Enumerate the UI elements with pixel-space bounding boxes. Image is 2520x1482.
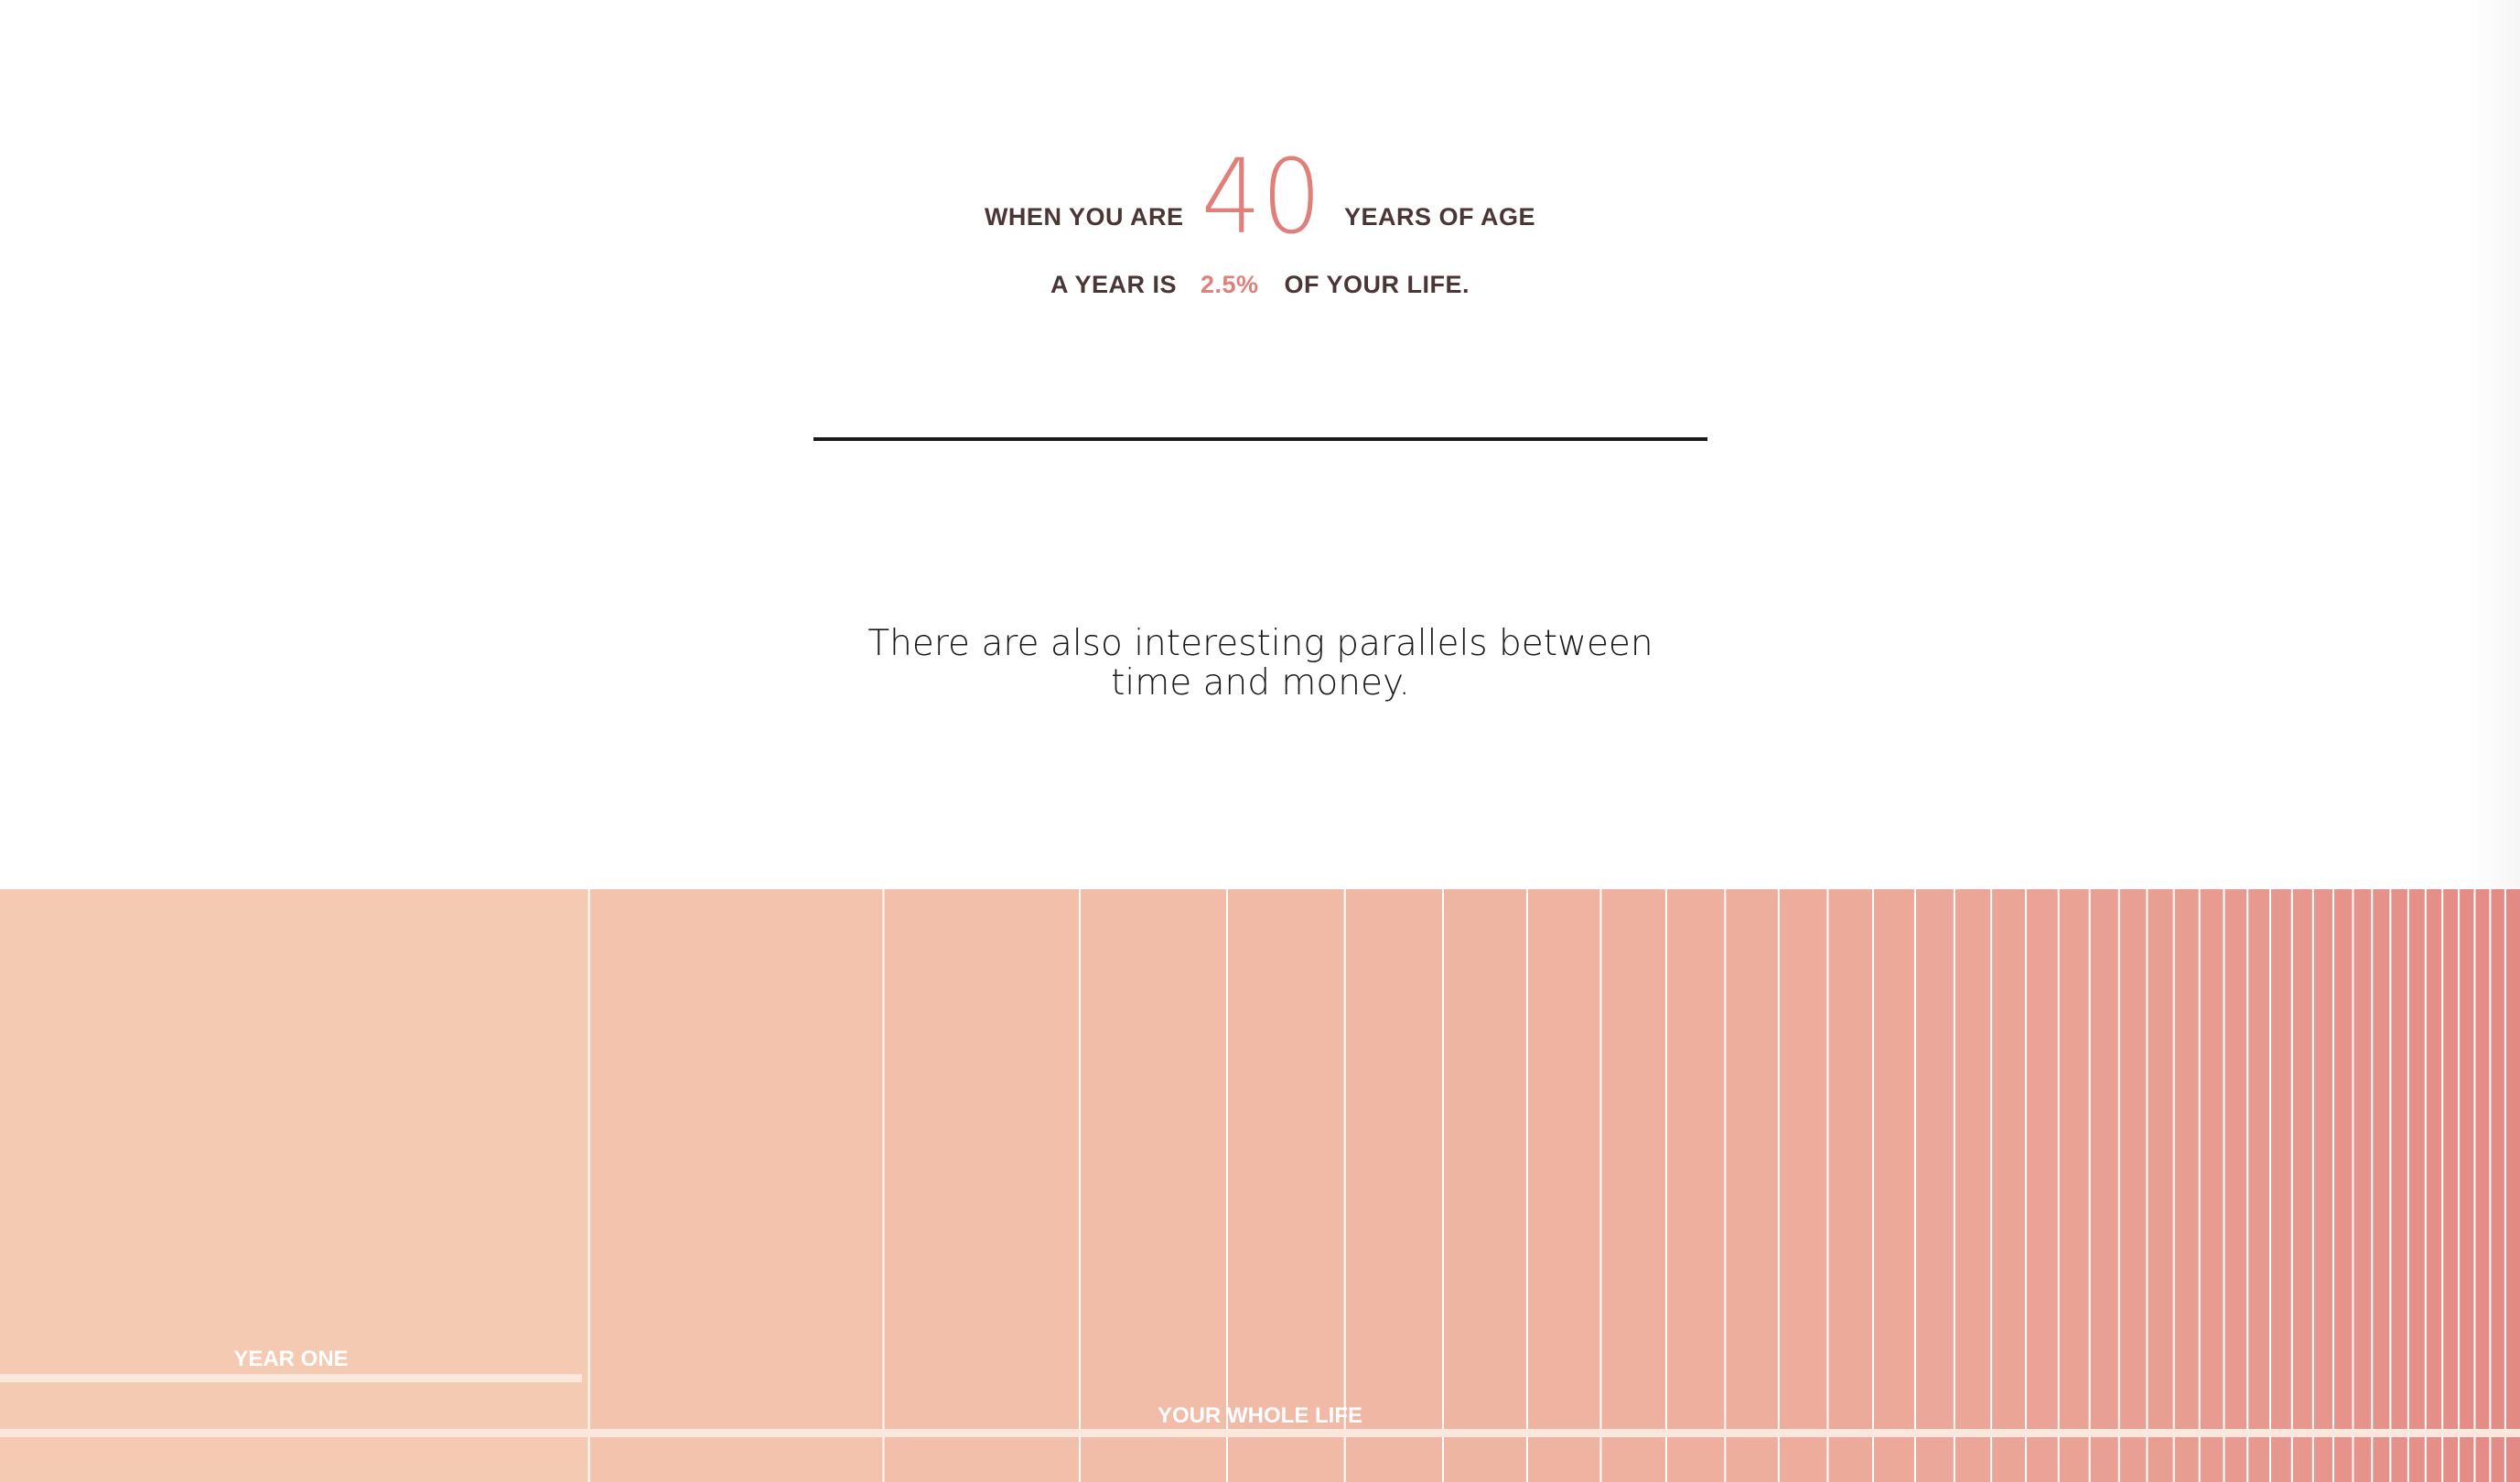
year-divider <box>2441 889 2444 1482</box>
year-divider <box>2223 889 2225 1482</box>
year-column <box>1991 889 2027 1482</box>
year-divider <box>1599 889 1602 1482</box>
year-divider <box>2269 889 2272 1482</box>
year-column <box>2224 889 2248 1482</box>
year-column <box>1725 889 1780 1482</box>
year-divider <box>1225 889 1228 1482</box>
year-divider <box>2458 889 2461 1482</box>
year-column <box>2459 889 2475 1482</box>
year-column <box>588 889 885 1482</box>
year-divider <box>1525 889 1528 1482</box>
year-column <box>1600 889 1667 1482</box>
year-one-bar <box>0 1374 582 1382</box>
year-divider <box>1826 889 1829 1482</box>
year-divider <box>2424 889 2427 1482</box>
whole-life-bar <box>0 1429 2520 1437</box>
year-column <box>2372 889 2391 1482</box>
section-divider <box>813 437 1707 441</box>
year-divider <box>1664 889 1667 1482</box>
year-column <box>2270 889 2293 1482</box>
year-divider <box>2504 889 2506 1482</box>
year-divider <box>2352 889 2354 1482</box>
year-column <box>1344 889 1444 1482</box>
year-column <box>2504 889 2520 1482</box>
year-column <box>1665 889 1726 1482</box>
year-column <box>2058 889 2091 1482</box>
year-divider <box>1913 889 1916 1482</box>
year-divider <box>2473 889 2476 1482</box>
year-column <box>1226 889 1346 1482</box>
year-divider <box>2024 889 2027 1482</box>
year-divider <box>2246 889 2249 1482</box>
year-column <box>2390 889 2409 1482</box>
year-divider <box>2088 889 2091 1482</box>
year-divider <box>1724 889 1727 1482</box>
year-divider <box>2332 889 2335 1482</box>
year-column <box>2490 889 2506 1482</box>
year-column <box>2173 889 2201 1482</box>
year-column <box>883 889 1081 1482</box>
year-column <box>1778 889 1828 1482</box>
year-divider <box>1777 889 1780 1482</box>
scroll-edge-shadow <box>2465 0 2520 889</box>
whole-life-label: YOUR WHOLE LIFE <box>1158 1403 1362 1428</box>
year-divider <box>1343 889 1346 1482</box>
year-column <box>2291 889 2314 1482</box>
life-years-svg <box>0 889 2520 1482</box>
year-divider <box>2172 889 2175 1482</box>
year-divider <box>2371 889 2374 1482</box>
year-column <box>2147 889 2175 1482</box>
age-suffix-label: YEARS OF AGE <box>1344 203 1536 231</box>
year-column <box>1443 889 1528 1482</box>
year-divider <box>2198 889 2201 1482</box>
year-column <box>2333 889 2353 1482</box>
year-column <box>2247 889 2271 1482</box>
year-column <box>2089 889 2120 1482</box>
year-column <box>1827 889 1874 1482</box>
year-column <box>2199 889 2224 1482</box>
year-column <box>2425 889 2443 1482</box>
year-column <box>2353 889 2373 1482</box>
year-one-label: YEAR ONE <box>233 1347 349 1371</box>
year-divider <box>2311 889 2314 1482</box>
year-column <box>1872 889 1916 1482</box>
year-divider <box>587 889 590 1482</box>
year-column <box>2118 889 2148 1482</box>
year-divider <box>2117 889 2120 1482</box>
year-divider <box>882 889 885 1482</box>
year-column <box>2474 889 2491 1482</box>
year-divider <box>2057 889 2060 1482</box>
year-column <box>1914 889 1955 1482</box>
year-divider <box>1953 889 1955 1482</box>
year-divider <box>1871 889 1874 1482</box>
age-headline: WHEN YOU ARE 40 YEARS OF AGE <box>0 146 2520 249</box>
year-column <box>1080 889 1228 1482</box>
age-number[interactable]: 40 <box>1201 138 1323 257</box>
year-divider <box>2489 889 2492 1482</box>
year-divider <box>2407 889 2409 1482</box>
year-divider <box>2389 889 2392 1482</box>
life-years-visualization <box>0 889 2520 1482</box>
year-divider <box>2290 889 2293 1482</box>
age-prefix-label: WHEN YOU ARE <box>984 203 1184 231</box>
year-column <box>1954 889 1992 1482</box>
year-divider <box>1990 889 1993 1482</box>
percent-value: 2.5% <box>1200 271 1259 298</box>
percent-headline: A YEAR IS 2.5% OF YOUR LIFE. <box>0 271 2520 299</box>
year-column <box>0 889 590 1482</box>
year-column <box>2407 889 2427 1482</box>
year-column <box>2025 889 2060 1482</box>
year-divider <box>1442 889 1445 1482</box>
percent-prefix-label: A YEAR IS <box>1050 271 1177 298</box>
year-divider <box>1079 889 1082 1482</box>
year-column <box>2442 889 2460 1482</box>
percent-suffix-label: OF YOUR LIFE. <box>1284 271 1470 298</box>
year-divider <box>2146 889 2148 1482</box>
year-column <box>2312 889 2334 1482</box>
body-paragraph: There are also interesting parallels bet… <box>867 623 1653 703</box>
year-column <box>1526 889 1601 1482</box>
